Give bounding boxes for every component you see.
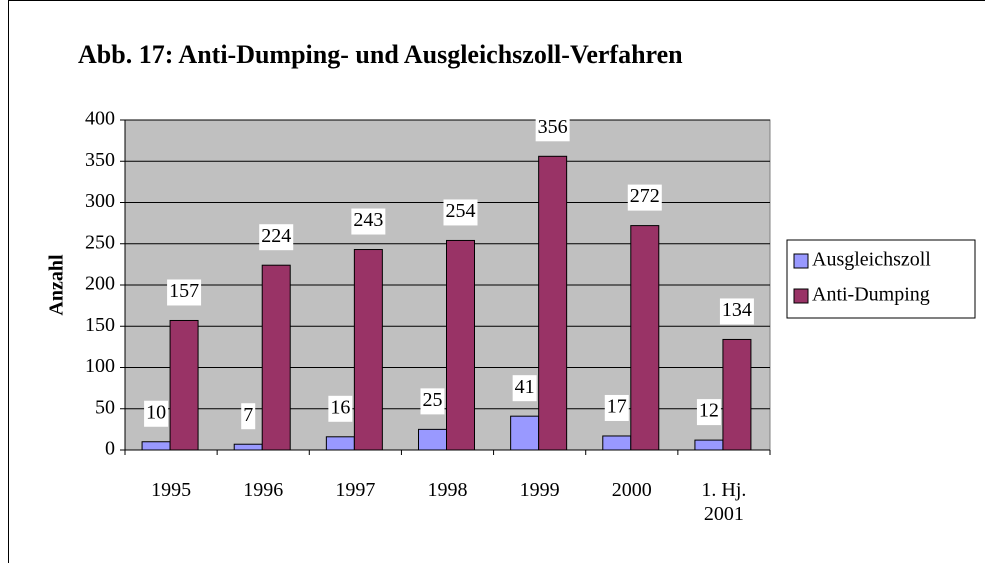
value-label: 16 [330,396,350,418]
value-label: 25 [423,389,443,411]
bar [325,436,355,451]
bar [169,319,199,451]
bar [418,428,447,451]
value-label: 254 [446,200,476,222]
value-label-bg [627,184,662,211]
chart-title: Abb. 17: Anti-Dumping- und Ausgleichszol… [78,40,683,69]
value-label: 17 [607,396,627,418]
x-tick-label: 2000 [611,479,652,501]
y-tick-label: 400 [85,108,115,130]
bar [353,249,383,451]
legend-label: Anti-Dumping [812,284,930,306]
y-tick-label: 300 [85,190,115,212]
y-tick-label: 150 [85,314,115,336]
value-label: 7 [243,404,253,426]
value-label: 41 [515,376,535,398]
value-label-bg [259,224,294,251]
y-tick-label: 50 [95,396,115,418]
value-label: 134 [722,299,752,321]
value-label: 12 [699,400,719,422]
x-tick-label: 1997 [335,479,376,501]
value-label: 356 [538,116,568,138]
value-label: 10 [146,401,166,423]
bar [510,415,540,451]
value-label-bg [535,115,570,142]
x-tick-label: 1995 [151,479,192,501]
y-tick-label: 0 [105,438,115,460]
value-label-bg [241,403,256,430]
value-label-bg [719,298,754,325]
y-tick-label: 100 [85,355,115,377]
legend-swatch [793,253,809,269]
bar [538,155,568,451]
legend-box [786,239,976,319]
legend-swatch [793,288,809,304]
value-label-bg [167,279,202,306]
x-tick-label: 1. Hj. 2001 [701,479,747,525]
value-label-bg [420,388,445,415]
y-tick-label: 200 [85,273,115,295]
value-label-bg [604,394,629,421]
bar [722,338,752,451]
value-label-bg [512,375,537,402]
value-label: 224 [261,225,291,247]
value-label: 272 [630,185,660,207]
x-tick-label: 1998 [427,479,468,501]
x-tick-label: 1999 [519,479,560,501]
value-label-bg [144,400,169,427]
bar [602,435,632,451]
bar [630,225,660,451]
value-label: 157 [169,280,199,302]
value-label-bg [351,208,386,235]
y-axis-label: Anzahl [46,254,68,316]
value-label-bg [696,399,721,426]
x-tick-label: 1996 [243,479,284,501]
bar [261,264,291,451]
bar [694,439,724,451]
value-label-bg [328,395,353,422]
y-tick-label: 350 [85,149,115,171]
bar [233,443,263,451]
legend-label: Ausgleichszoll [812,249,931,271]
value-label-bg [443,199,478,226]
bar [446,239,475,451]
y-tick-label: 250 [85,231,115,253]
bar [141,441,171,451]
value-label: 243 [353,209,383,231]
